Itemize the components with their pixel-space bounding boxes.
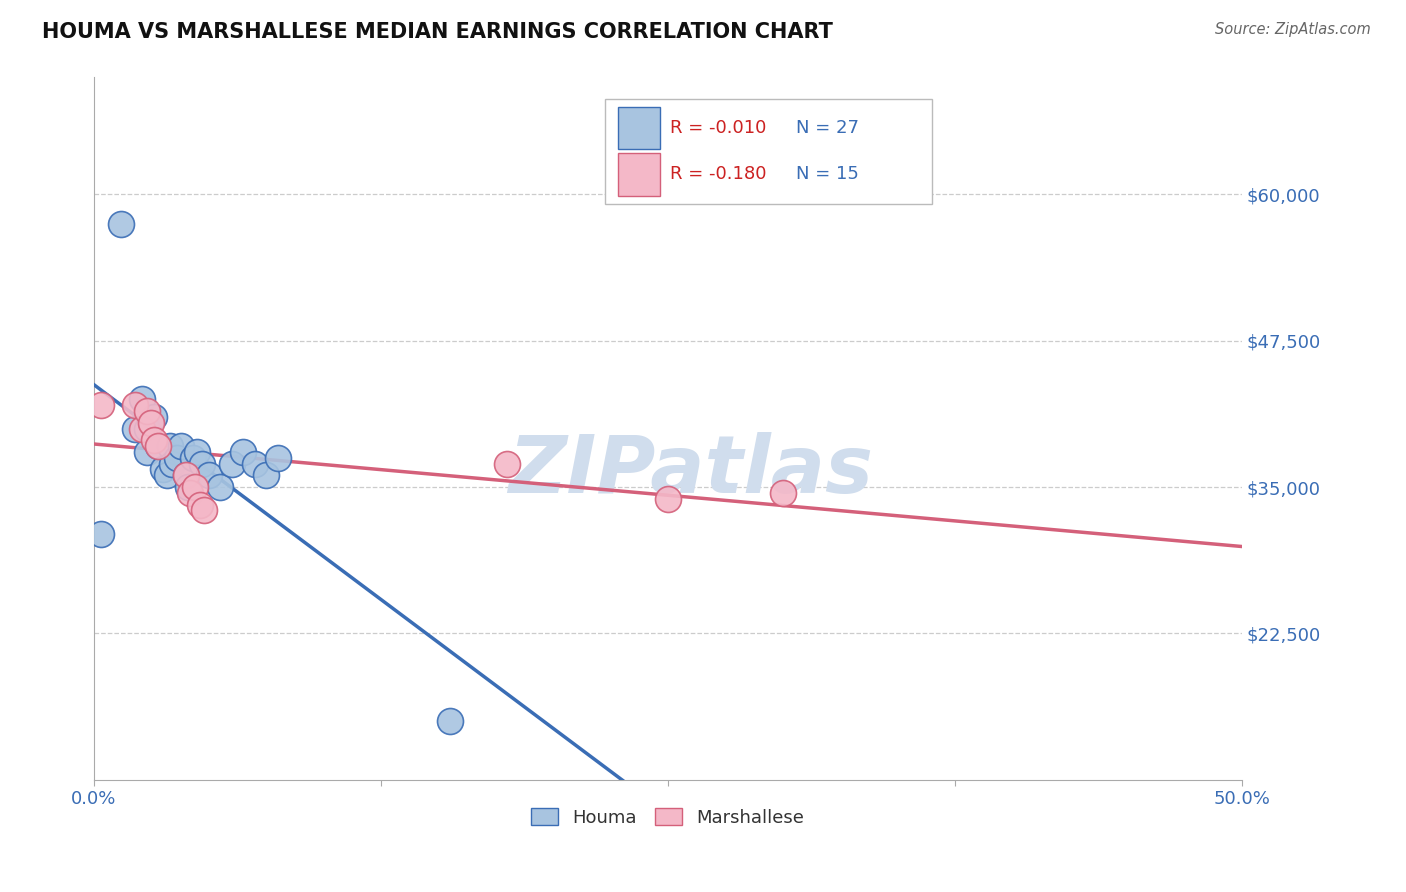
Text: ZIPatlas: ZIPatlas [508, 432, 873, 509]
Point [142, 434, 165, 448]
Point [191, 457, 214, 471]
Point [124, 421, 146, 435]
Point [193, 503, 215, 517]
Point [243, 457, 266, 471]
Point [232, 445, 254, 459]
Point [135, 421, 157, 435]
Text: N = 15: N = 15 [796, 165, 859, 184]
Point [135, 404, 157, 418]
Text: R = -0.010: R = -0.010 [671, 119, 766, 137]
Point [152, 462, 174, 476]
Point [90, 398, 112, 412]
Point [186, 445, 208, 459]
Point [439, 714, 461, 728]
Point [221, 457, 243, 471]
Text: Source: ZipAtlas.com: Source: ZipAtlas.com [1215, 22, 1371, 37]
Point [496, 457, 519, 471]
Point [177, 480, 200, 494]
Point [124, 398, 146, 412]
FancyBboxPatch shape [619, 106, 659, 150]
Bar [605, 98, 932, 204]
Point [174, 468, 197, 483]
Point [148, 439, 170, 453]
Text: HOUMA VS MARSHALLESE MEDIAN EARNINGS CORRELATION CHART: HOUMA VS MARSHALLESE MEDIAN EARNINGS COR… [42, 22, 832, 42]
Point [159, 439, 181, 453]
Point [179, 486, 201, 500]
Point [90, 526, 112, 541]
Point [197, 468, 219, 483]
Point [266, 450, 288, 465]
Point [131, 392, 153, 407]
Legend: Houma, Marshallese: Houma, Marshallese [524, 800, 811, 834]
Point [141, 416, 163, 430]
Point [135, 445, 157, 459]
Point [657, 491, 679, 506]
Point [166, 450, 188, 465]
Point [772, 486, 794, 500]
Text: N = 27: N = 27 [796, 119, 859, 137]
Point [148, 439, 170, 453]
Point [254, 468, 277, 483]
Point [181, 450, 204, 465]
Point [174, 468, 197, 483]
Point [188, 498, 211, 512]
Point [209, 480, 232, 494]
Point [160, 457, 183, 471]
Point [156, 468, 179, 483]
Point [142, 409, 165, 424]
Point [184, 480, 207, 494]
FancyBboxPatch shape [619, 153, 659, 195]
Point [110, 217, 132, 231]
Text: R = -0.180: R = -0.180 [671, 165, 766, 184]
Point [170, 439, 193, 453]
Point [131, 421, 153, 435]
